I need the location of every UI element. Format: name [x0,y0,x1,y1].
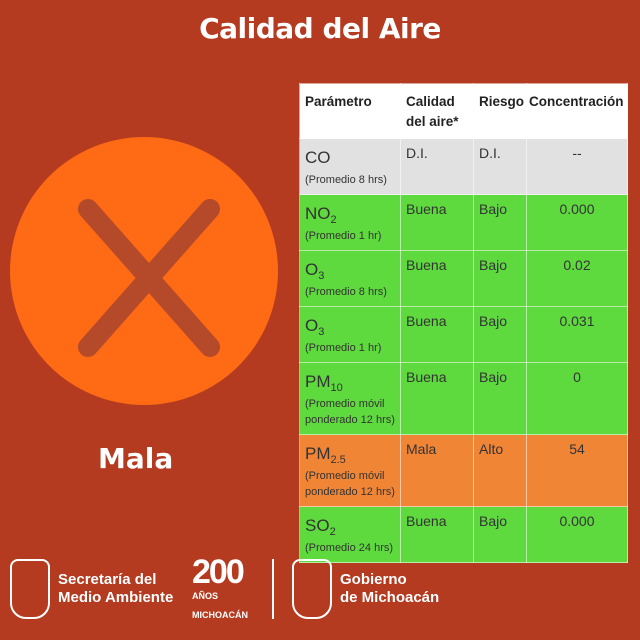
param-name: CO [305,148,331,167]
param-name: O [305,316,319,335]
param-subscript: 2 [329,526,336,538]
riesgo-cell: Bajo [473,306,527,363]
param-name: O [305,260,319,279]
table-row: PM2.5 (Promedio móvil ponderado 12 hrs) M… [299,434,628,507]
param-note: (Promedio 1 hr) [305,342,382,354]
status-label: Mala [98,442,174,475]
riesgo-cell: D.I. [473,138,527,195]
sma-line2: Medio Ambiente [58,589,174,606]
param-cell: SO2 (Promedio 24 hrs) [299,506,401,563]
gob-line2: de Michoacán [340,589,440,606]
header-parametro: Parámetro [299,83,401,139]
table-row: O3 (Promedio 8 hrs) Buena Bajo 0.02 [299,250,628,307]
param-note: (Promedio 8 hrs) [305,174,387,186]
param-note: (Promedio 24 hrs) [305,542,394,554]
air-quality-table: Parámetro Calidad del aire* Riesgo Conce… [299,83,628,563]
param-cell: NO2 (Promedio 1 hr) [299,194,401,251]
table-row: O3 (Promedio 1 hr) Buena Bajo 0.031 [299,306,628,363]
michoacan-crest-icon [10,559,50,619]
param-subscript: 2.5 [330,454,346,466]
page-title: Calidad del Aire [199,12,441,45]
footer: Secretaría del Medio Ambiente 200 AÑOS MI… [0,555,640,625]
table-row: NO2 (Promedio 1 hr) Buena Bajo 0.000 [299,194,628,251]
anniv-line2: MICHOACÁN [192,610,248,620]
riesgo-cell: Bajo [473,194,527,251]
calidad-cell: Buena [400,250,474,307]
status-circle [10,137,278,405]
riesgo-cell: Bajo [473,506,527,563]
param-subscript: 10 [330,382,343,394]
param-name: PM [305,444,331,463]
concentracion-cell: 0 [526,362,628,435]
header-calidad: Calidad del aire* [400,83,474,139]
param-note: (Promedio 1 hr) [305,230,382,242]
anniv-number: 200 [192,553,245,591]
gob-logo-text: Gobierno de Michoacán [340,571,439,607]
divider [272,559,274,619]
concentracion-cell: -- [526,138,628,195]
calidad-cell: Buena [400,506,474,563]
calidad-cell: D.I. [400,138,474,195]
calidad-cell: Mala [400,434,474,507]
param-cell: O3 (Promedio 8 hrs) [299,250,401,307]
michoacan-crest-icon [292,559,332,619]
sma-logo-text: Secretaría del Medio Ambiente [58,571,173,607]
header-concentracion: Concentración [526,83,628,139]
concentracion-cell: 0.000 [526,506,628,563]
param-subscript: 3 [318,270,325,282]
x-icon [78,199,220,357]
param-note: (Promedio 8 hrs) [305,286,387,298]
concentracion-cell: 0.02 [526,250,628,307]
param-cell: CO (Promedio 8 hrs) [299,138,401,195]
param-note: (Promedio móvil ponderado 12 hrs) [305,470,395,498]
riesgo-cell: Bajo [473,250,527,307]
param-name: SO [305,516,330,535]
header-riesgo: Riesgo [473,83,527,139]
param-subscript: 2 [330,214,337,226]
table-header: Parámetro Calidad del aire* Riesgo Conce… [299,83,628,139]
param-note: (Promedio móvil ponderado 12 hrs) [305,398,395,426]
table-row: SO2 (Promedio 24 hrs) Buena Bajo 0.000 [299,506,628,563]
riesgo-cell: Bajo [473,362,527,435]
param-subscript: 3 [318,326,325,338]
table-row: PM10 (Promedio móvil ponderado 12 hrs) Bu… [299,362,628,435]
gob-line1: Gobierno [340,571,407,588]
calidad-cell: Buena [400,306,474,363]
concentracion-cell: 0.000 [526,194,628,251]
concentracion-cell: 54 [526,434,628,507]
param-cell: PM2.5 (Promedio móvil ponderado 12 hrs) [299,434,401,507]
calidad-cell: Buena [400,362,474,435]
param-cell: O3 (Promedio 1 hr) [299,306,401,363]
param-name: NO [305,204,331,223]
param-cell: PM10 (Promedio móvil ponderado 12 hrs) [299,362,401,435]
param-name: PM [305,372,331,391]
calidad-cell: Buena [400,194,474,251]
sma-line1: Secretaría del [58,571,157,588]
anniv-line1: AÑOS [192,591,219,601]
anniversary-logo: 200 AÑOS MICHOACÁN [192,555,266,625]
concentracion-cell: 0.031 [526,306,628,363]
table-row: CO (Promedio 8 hrs) D.I. D.I. -- [299,138,628,195]
riesgo-cell: Alto [473,434,527,507]
